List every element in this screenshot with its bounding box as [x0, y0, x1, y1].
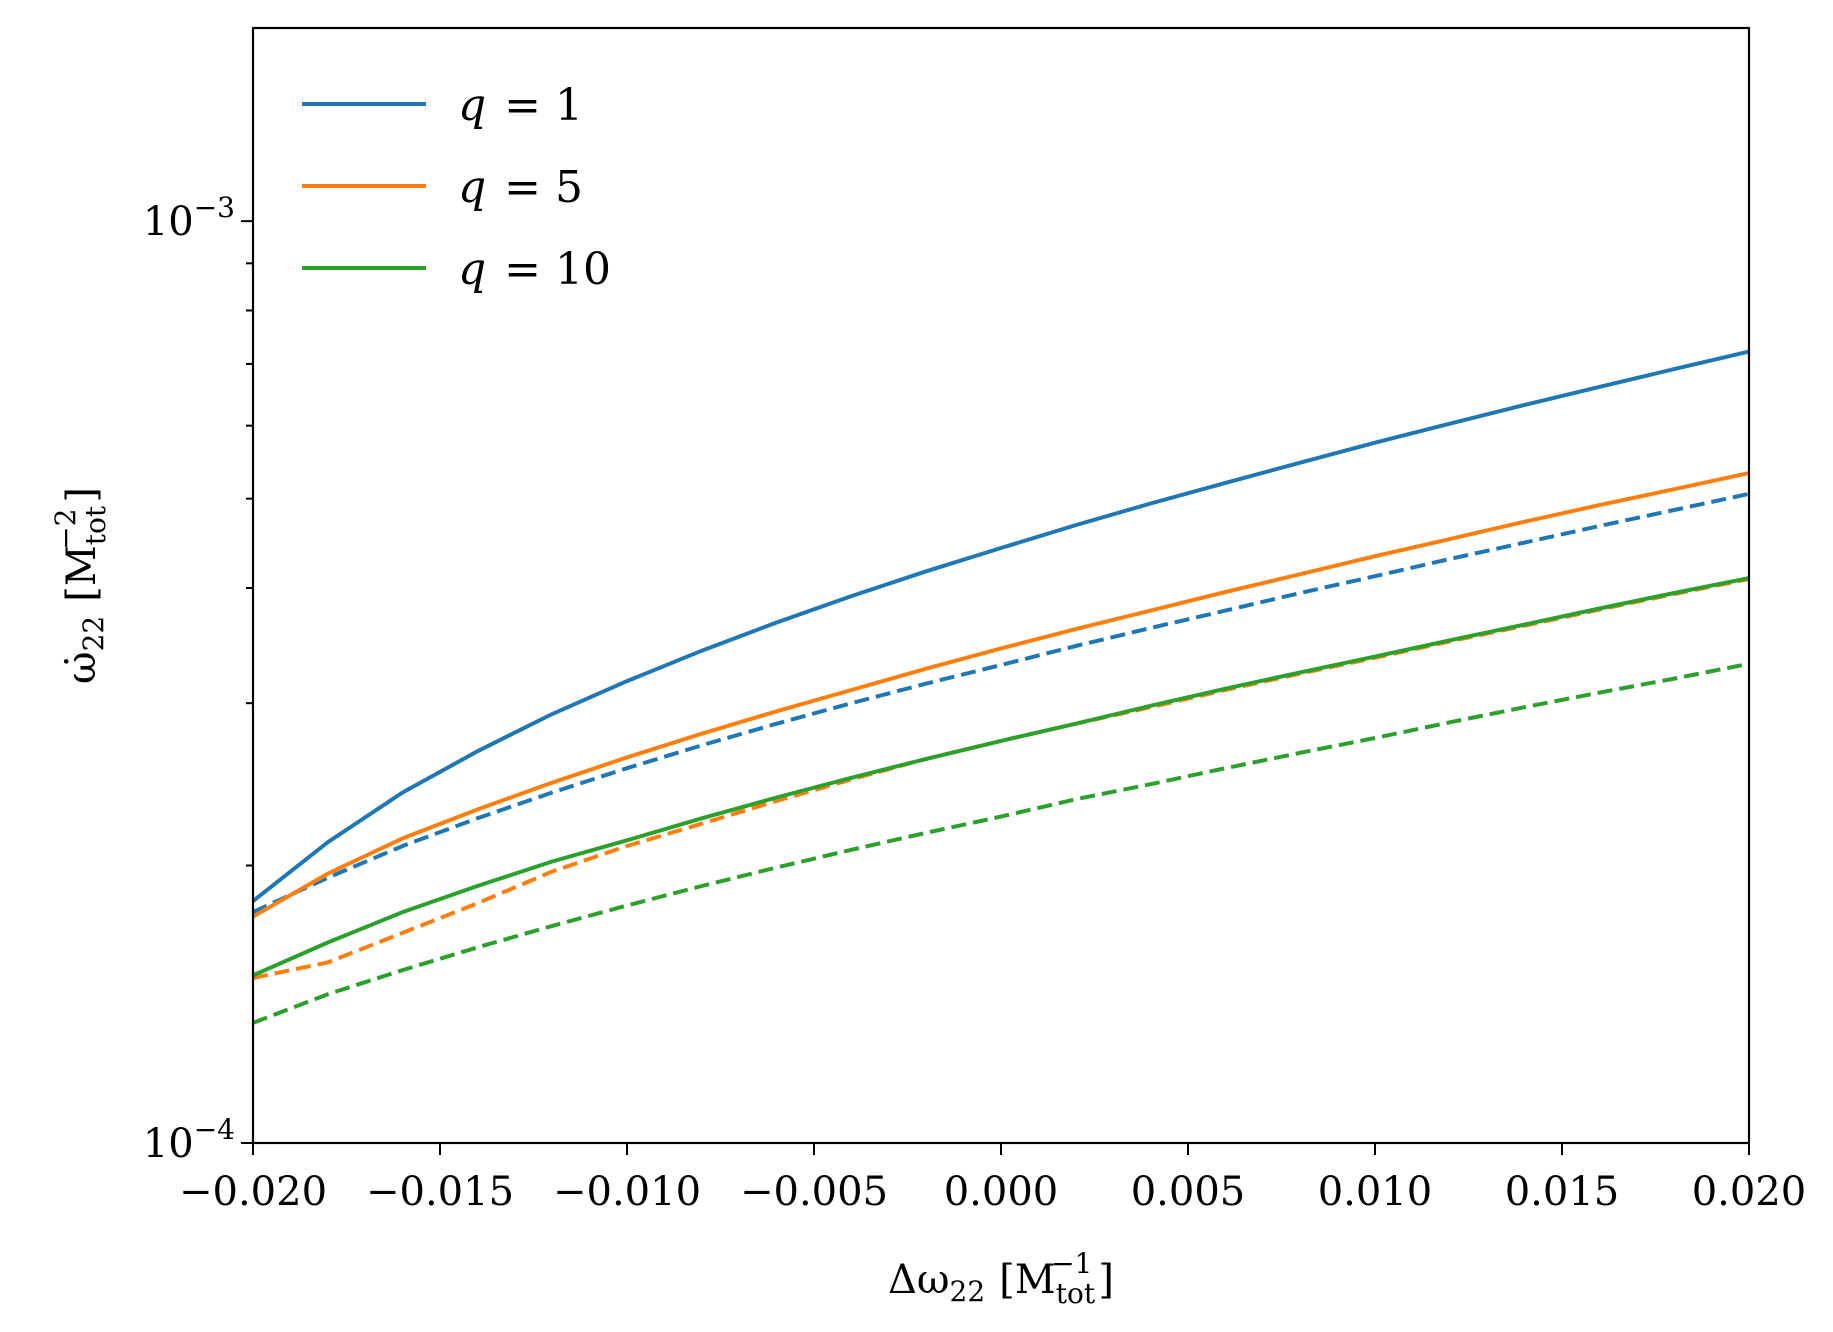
- series-line-5: [252, 661, 1750, 1025]
- plot-series: [251, 349, 1750, 1025]
- x-tick-label: −0.015: [366, 1169, 514, 1215]
- x-tick-label: −0.010: [553, 1169, 701, 1215]
- series-line-4: [252, 576, 1750, 978]
- x-tick-label: 0.015: [1505, 1169, 1620, 1215]
- legend-label: q = 1: [458, 80, 583, 131]
- legend-label: q = 10: [458, 244, 611, 295]
- x-axis: −0.020 −0.015 −0.010 −0.005 0.000 0.005 0.010 0…: [179, 1143, 1806, 1215]
- x-tick-label: 0.000: [944, 1169, 1059, 1215]
- x-tick-label: −0.005: [740, 1169, 888, 1215]
- x-tick-label: 0.010: [1318, 1169, 1433, 1215]
- legend: q = 1 q = 5 q = 10: [302, 80, 611, 295]
- x-tick-label: 0.005: [1131, 1169, 1246, 1215]
- series-line-0: [251, 349, 1750, 903]
- y-axis-label: ω̇22[Mtot−2]: [49, 487, 112, 684]
- series-line-3: [252, 577, 1750, 980]
- x-axis-label: Δω22 [Mtot−1]: [888, 1247, 1114, 1310]
- y-axis: 10−4 10−3: [143, 191, 253, 1167]
- series-line-1: [252, 491, 1750, 914]
- series-line-2: [252, 471, 1750, 919]
- x-tick-label: −0.020: [179, 1169, 327, 1215]
- y-tick-label: 10−3: [143, 191, 235, 245]
- y-tick-label: 10−4: [143, 1113, 235, 1167]
- svg-text:ω̇22[Mtot−2]: ω̇22[Mtot−2]: [49, 487, 112, 684]
- legend-label: q = 5: [458, 162, 583, 213]
- x-tick-label: 0.020: [1692, 1169, 1807, 1215]
